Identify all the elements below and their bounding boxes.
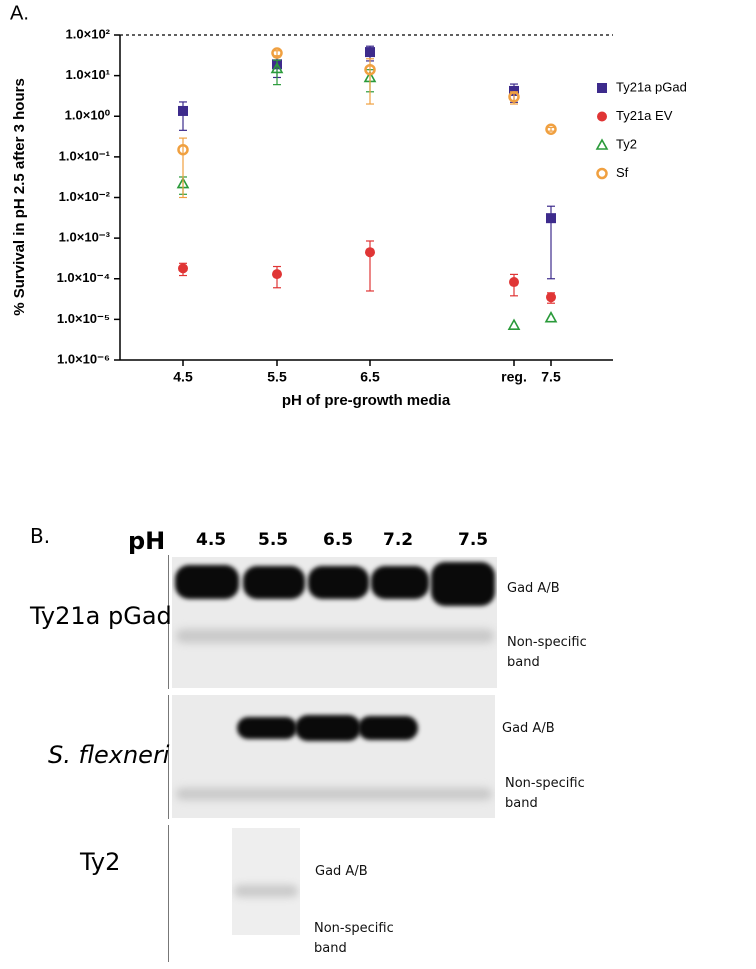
point	[365, 47, 375, 58]
point	[177, 143, 189, 156]
point	[508, 91, 520, 103]
x-tick-label: 6.5	[360, 369, 380, 385]
y-axis-label: % Survival in pH 2.5 after 3 hours	[11, 78, 28, 316]
y-tick-label: 1.0×10¹	[66, 67, 110, 82]
point	[271, 47, 283, 59]
y-tick-label: 1.0×10⁰	[65, 108, 111, 123]
bracket	[168, 555, 169, 689]
point	[595, 138, 609, 150]
point	[364, 63, 376, 76]
bracket	[168, 695, 169, 819]
point	[365, 247, 375, 258]
point	[507, 318, 521, 330]
y-tick-label: 1.0×10⁻¹	[59, 148, 110, 163]
y-tick-label: 1.0×10⁻²	[59, 189, 111, 204]
legend-label: Ty21a EV	[616, 108, 673, 123]
point	[509, 85, 519, 96]
panel-label: B.	[30, 524, 51, 548]
lane-label: 4.5	[196, 530, 227, 550]
chart: A. % Survival in pH 2.5 after 3 hours pH…	[10, 2, 687, 409]
point	[597, 111, 607, 122]
band-label: Non-specific band	[314, 921, 394, 956]
y-tick-label: 1.0×10²	[66, 26, 111, 41]
band-label: Non-specific band	[505, 776, 585, 811]
point	[546, 292, 556, 303]
point	[178, 105, 188, 116]
x-tick-label: 4.5	[173, 369, 193, 385]
lane-label: 7.2	[383, 530, 414, 550]
band-label: Gad A/B	[507, 581, 560, 596]
sample-label: S. flexneri	[48, 741, 170, 769]
x-tick-label: 7.5	[541, 369, 561, 385]
y-tick-label: 1.0×10⁻³	[59, 230, 111, 245]
blot-image	[172, 695, 495, 818]
lane-label: 7.5	[458, 530, 489, 550]
point	[545, 123, 557, 135]
point	[272, 269, 282, 280]
sample-label: Ty2	[80, 848, 121, 876]
y-tick-label: 1.0×10⁻⁶	[57, 351, 110, 366]
band-label: Gad A/B	[502, 721, 555, 736]
x-tick-label: reg.	[501, 369, 527, 385]
ph-label: pH	[128, 527, 166, 555]
point	[544, 311, 558, 323]
band-label: Gad A/B	[315, 864, 368, 879]
point	[270, 61, 284, 74]
band-label: Non-specific band	[507, 635, 587, 670]
panel-label: A.	[10, 2, 29, 24]
legend-label: Ty2	[616, 136, 637, 151]
y-tick-label: 1.0×10⁻⁴	[57, 270, 110, 285]
point	[597, 83, 607, 93]
blot-image	[172, 557, 497, 688]
x-axis-label: pH of pre-growth media	[282, 392, 451, 409]
blot-image	[232, 828, 300, 935]
lane-label: 6.5	[323, 530, 354, 550]
point	[509, 277, 519, 288]
legend-label: Ty21a pGad	[616, 79, 687, 94]
lane-label: 5.5	[258, 530, 289, 550]
y-tick-label: 1.0×10⁻⁵	[57, 311, 110, 326]
bracket	[168, 825, 169, 962]
sample-label: Ty21a pGad	[30, 602, 172, 630]
legend-label: Sf	[616, 165, 629, 180]
point	[596, 167, 608, 180]
point	[178, 263, 188, 274]
point	[546, 213, 556, 224]
x-tick-label: 5.5	[267, 369, 287, 385]
